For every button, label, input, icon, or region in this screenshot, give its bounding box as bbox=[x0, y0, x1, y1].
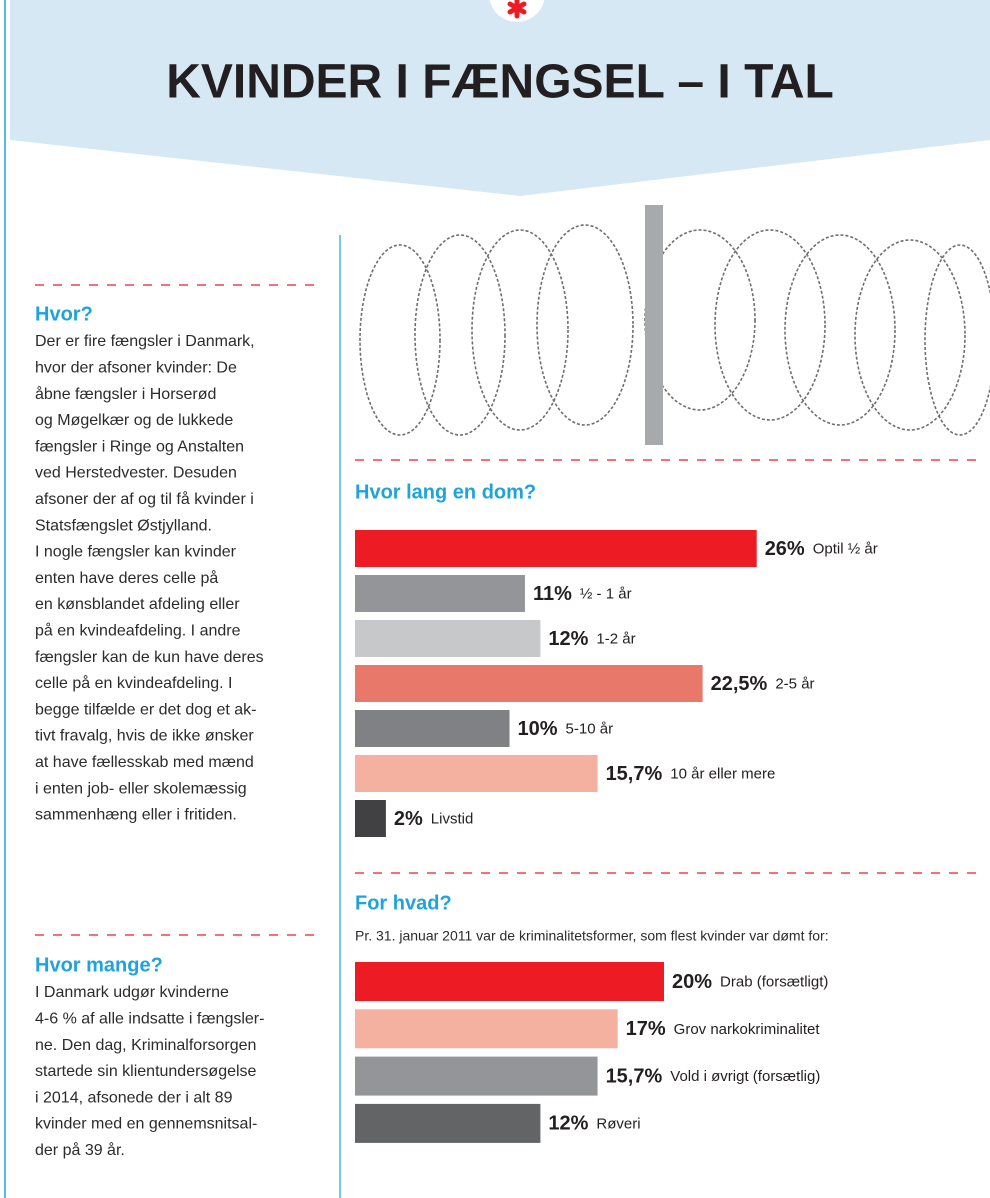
value-label: 26% bbox=[765, 538, 805, 560]
body-line: i 2014, afsonede der i alt 89 bbox=[35, 1089, 233, 1106]
bar bbox=[355, 710, 510, 747]
body-line: at have fællesskab med mænd bbox=[35, 754, 254, 771]
section-heading: Hvor? bbox=[35, 303, 93, 325]
category-label: Vold i øvrigt (forsætlig) bbox=[670, 1068, 820, 1085]
section-heading: Hvor mange? bbox=[35, 954, 163, 976]
body-line: startede sin klientundersøgelse bbox=[35, 1063, 257, 1080]
value-label: 22,5% bbox=[711, 673, 768, 695]
body-line: der på 39 år. bbox=[35, 1141, 125, 1159]
value-label: 10% bbox=[518, 718, 558, 740]
body-line: 4-6 % af alle indsatte i fængsler- bbox=[35, 1011, 264, 1028]
bar bbox=[355, 575, 525, 612]
bar bbox=[355, 665, 703, 702]
body-line: i enten job- eller skolemæssig bbox=[35, 780, 247, 797]
bar bbox=[355, 800, 386, 837]
bar bbox=[355, 1009, 618, 1048]
body-line: hvor der afsoner kvinder: De bbox=[35, 360, 237, 377]
value-label: 2% bbox=[394, 808, 423, 830]
body-line: I nogle fængsler kan kvinder bbox=[35, 544, 237, 561]
value-label: 12% bbox=[548, 1113, 588, 1135]
body-line: på en kvindeafdeling. I andre bbox=[35, 622, 241, 640]
category-label: Røveri bbox=[596, 1115, 640, 1132]
category-label: 2-5 år bbox=[775, 675, 814, 692]
body-line: fængsler i Ringe og Anstalten bbox=[35, 438, 244, 455]
category-label: Optil ½ år bbox=[813, 540, 878, 557]
chart-title: For hvad? bbox=[355, 892, 452, 914]
category-label: 1-2 år bbox=[596, 630, 635, 647]
body-line: åbne fængsler i Horserød bbox=[35, 385, 216, 403]
body-line: sammenhæng eller i fritiden. bbox=[35, 807, 237, 824]
value-label: 20% bbox=[672, 971, 712, 993]
value-label: 11% bbox=[533, 583, 572, 605]
body-line: I Danmark udgør kvinderne bbox=[35, 984, 229, 1001]
body-line: tivt fravalg, hvis de ikke ønsker bbox=[35, 728, 254, 745]
body-line: Der er fire fængsler i Danmark, bbox=[35, 333, 255, 350]
bar bbox=[355, 962, 664, 1001]
bar bbox=[355, 1057, 598, 1096]
category-label: 10 år eller mere bbox=[670, 765, 775, 782]
bar bbox=[355, 755, 598, 792]
category-label: Livstid bbox=[431, 810, 474, 827]
body-line: celle på en kvindeafdeling. I bbox=[35, 674, 232, 692]
body-line: en kønsblandet afdeling eller bbox=[35, 596, 240, 613]
photo bbox=[355, 205, 990, 445]
body-line: enten have deres celle på bbox=[35, 569, 218, 587]
body-line: og Møgelkær og de lukkede bbox=[35, 412, 233, 429]
body-line: ne. Den dag, Kriminalforsorgen bbox=[35, 1037, 256, 1054]
bar bbox=[355, 620, 540, 657]
body-line: ved Herstedvester. Desuden bbox=[35, 465, 237, 482]
category-label: 5-10 år bbox=[566, 720, 614, 737]
category-label: ½ - 1 år bbox=[580, 585, 632, 602]
category-label: Drab (forsætligt) bbox=[720, 973, 828, 990]
bar bbox=[355, 530, 757, 567]
asterisk bbox=[510, 0, 524, 16]
body-line: fængsler kan de kun have deres bbox=[35, 649, 264, 666]
body-line: kvinder med en gennemsnitsal- bbox=[35, 1116, 257, 1133]
category-label: Grov narkokriminalitet bbox=[674, 1021, 821, 1038]
page-title: KVINDER I FÆNGSEL – I TAL bbox=[166, 56, 834, 109]
value-label: 17% bbox=[626, 1018, 666, 1040]
value-label: 12% bbox=[548, 628, 588, 650]
body-line: Statsfængslet Østjylland. bbox=[35, 517, 212, 534]
body-line: begge tilfælde er det dog et ak- bbox=[35, 701, 256, 718]
chart-subtitle: Pr. 31. januar 2011 var de kriminalitets… bbox=[355, 928, 829, 944]
value-label: 15,7% bbox=[606, 1065, 663, 1087]
chart-title: Hvor lang en dom? bbox=[355, 481, 536, 503]
body-line: afsoner der af og til få kvinder i bbox=[35, 490, 254, 508]
infographic: KVINDER I FÆNGSEL – I TAL Hvor lang en d… bbox=[0, 0, 990, 1198]
value-label: 15,7% bbox=[606, 763, 663, 785]
bar bbox=[355, 1104, 540, 1143]
